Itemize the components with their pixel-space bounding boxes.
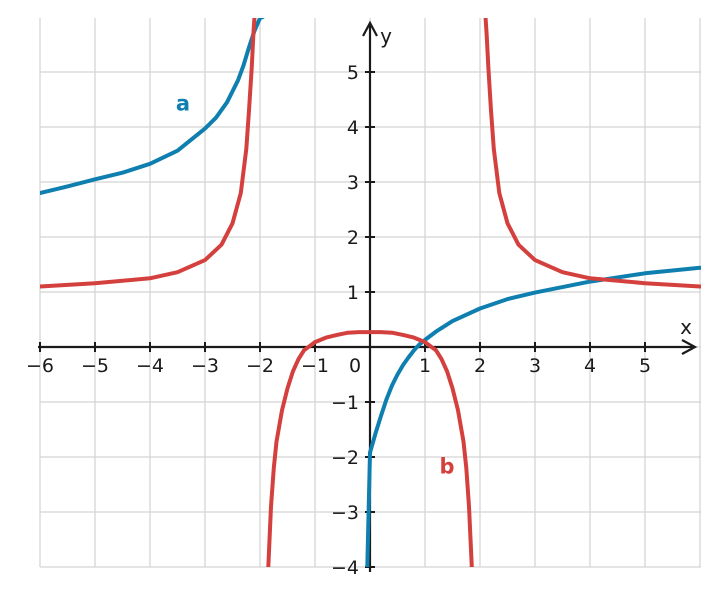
- curves: [40, 18, 701, 567]
- x-tick-label: 5: [639, 355, 651, 377]
- x-tick-label: −1: [301, 355, 329, 377]
- x-axis-arrow-icon: [681, 339, 698, 355]
- axes: [38, 20, 698, 572]
- x-tick-label: −6: [26, 355, 54, 377]
- x-tick-label: 1: [419, 355, 431, 377]
- y-tick-label: −4: [331, 557, 359, 579]
- x-tick-label: 4: [584, 355, 596, 377]
- x-axis-label: x: [680, 315, 692, 339]
- y-tick-label: −1: [331, 392, 359, 414]
- x-tick-label: 3: [529, 355, 541, 377]
- series-a-label: a: [176, 92, 190, 116]
- x-tick-label: −2: [246, 355, 274, 377]
- y-tick-label: 1: [347, 282, 359, 304]
- y-axis-arrow-icon: [362, 20, 378, 37]
- x-tick-label: −4: [136, 355, 164, 377]
- y-tick-label: 3: [347, 172, 359, 194]
- labels: −6 −5 −4 −3 −2 −1 1 2 3 4 5 −4 −3 −2 −1 1 2 3 4 5 0 x y a b: [26, 24, 692, 579]
- series-a-curve: [365, 265, 701, 567]
- y-tick-label: −2: [331, 447, 359, 469]
- y-tick-label: −3: [331, 502, 359, 524]
- series-b-curve: [40, 18, 257, 289]
- y-tick-label: 2: [347, 227, 359, 249]
- x-tick-label: 2: [474, 355, 486, 377]
- series-a-curve: [40, 18, 265, 195]
- y-tick-label: 5: [347, 62, 359, 84]
- origin-label: 0: [349, 355, 361, 377]
- series-b-curve: [266, 330, 474, 567]
- y-axis-label: y: [380, 24, 392, 48]
- series-b-curve: [483, 18, 701, 289]
- x-tick-label: −5: [81, 355, 109, 377]
- x-tick-label: −3: [191, 355, 219, 377]
- y-tick-label: 4: [347, 117, 359, 139]
- series-b-label: b: [439, 455, 454, 479]
